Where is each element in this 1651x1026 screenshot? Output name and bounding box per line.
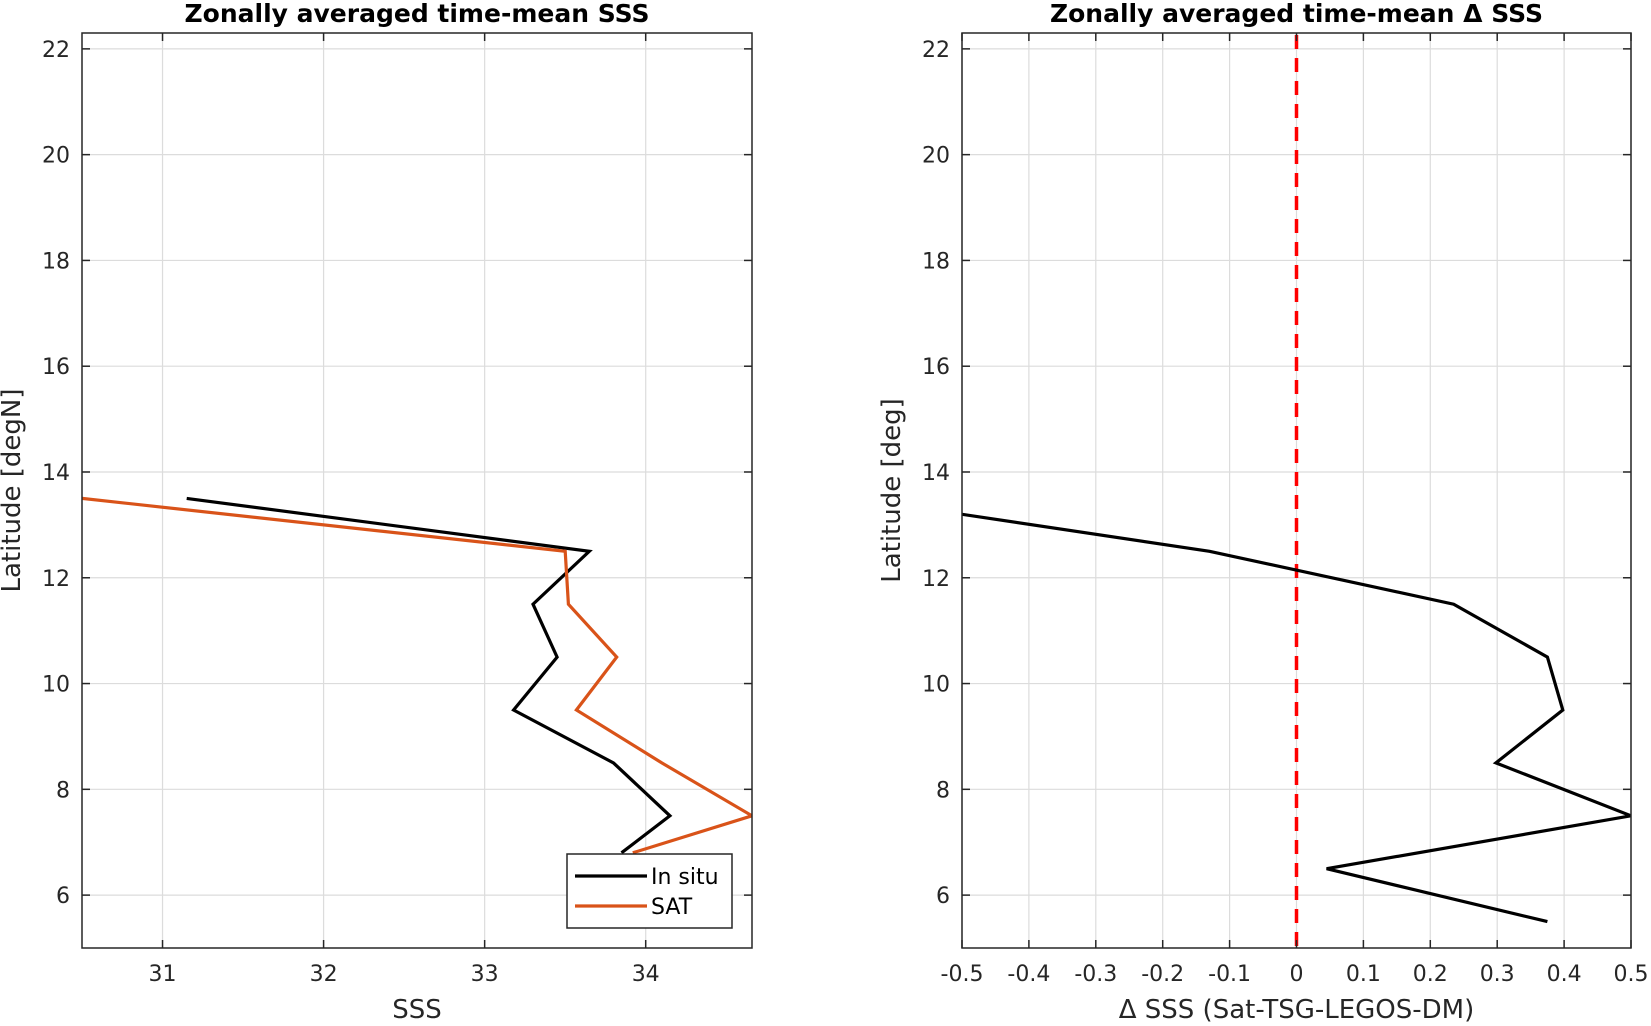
legend-label: SAT	[651, 895, 693, 920]
series-line-in-situ	[186, 496, 673, 855]
y-tick-label: 8	[56, 778, 70, 803]
x-tick-label: 33	[471, 962, 499, 987]
x-tick-label: 34	[632, 962, 660, 987]
y-tick-label: 20	[42, 144, 70, 169]
x-tick-label: 31	[149, 962, 177, 987]
y-tick-label: 14	[42, 461, 70, 486]
y-axis-label: Latitude [degN]	[0, 388, 27, 592]
x-tick-label: 32	[310, 962, 338, 987]
y-tick-label: 18	[922, 249, 950, 274]
y-tick-label: 22	[922, 38, 950, 63]
y-tick-label: 12	[42, 567, 70, 592]
x-tick-label: -0.2	[1141, 962, 1184, 987]
x-tick-label: 0.5	[1614, 962, 1649, 987]
x-tick-label: -0.3	[1074, 962, 1117, 987]
chart-title: Zonally averaged time-mean SSS	[185, 0, 650, 28]
legend-label: In situ	[651, 865, 719, 890]
plot-area	[82, 33, 752, 948]
x-tick-label: 0.3	[1480, 962, 1515, 987]
legend: In situ SAT	[566, 853, 733, 929]
chart-title: Zonally averaged time-mean Δ SSS	[1050, 0, 1543, 28]
x-axis-label: SSS	[392, 995, 442, 1025]
x-tick-label: 0.1	[1346, 962, 1381, 987]
x-tick-label: -0.4	[1007, 962, 1050, 987]
y-tick-label: 16	[42, 355, 70, 380]
panel-2: -0.5 -0.4 -0.3 -0.2 -0.1 0 0.1 0.2 0.3 0.4 0.5 6 8 10…	[877, 0, 1649, 1025]
y-tick-label: 20	[922, 144, 950, 169]
y-tick-label: 10	[42, 673, 70, 698]
x-tick-label: -0.5	[941, 962, 984, 987]
y-tick-label: 8	[936, 778, 950, 803]
y-axis-label: Latitude [deg]	[877, 398, 907, 583]
y-tick-label: 6	[56, 884, 70, 909]
series-line-sat	[82, 496, 752, 855]
y-tick-label: 14	[922, 461, 950, 486]
x-axis-label: Δ SSS (Sat-TSG-LEGOS-DM)	[1119, 995, 1475, 1025]
axes-frame	[81, 32, 753, 949]
panel-1: 31 32 33 34 6 8 10 12 14 16 18 20 22 Zonally averaged…	[0, 0, 753, 1025]
x-tick-label: 0.4	[1547, 962, 1582, 987]
x-tick-label: 0.2	[1413, 962, 1448, 987]
y-tick-label: 18	[42, 249, 70, 274]
series-line-1	[962, 512, 1631, 924]
y-tick-label: 16	[922, 355, 950, 380]
y-tick-label: 22	[42, 38, 70, 63]
y-tick-label: 12	[922, 567, 950, 592]
x-tick-label: -0.1	[1208, 962, 1251, 987]
y-tick-label: 6	[936, 884, 950, 909]
y-tick-label: 10	[922, 673, 950, 698]
x-tick-label: 0	[1290, 962, 1304, 987]
legend-box	[566, 853, 733, 929]
